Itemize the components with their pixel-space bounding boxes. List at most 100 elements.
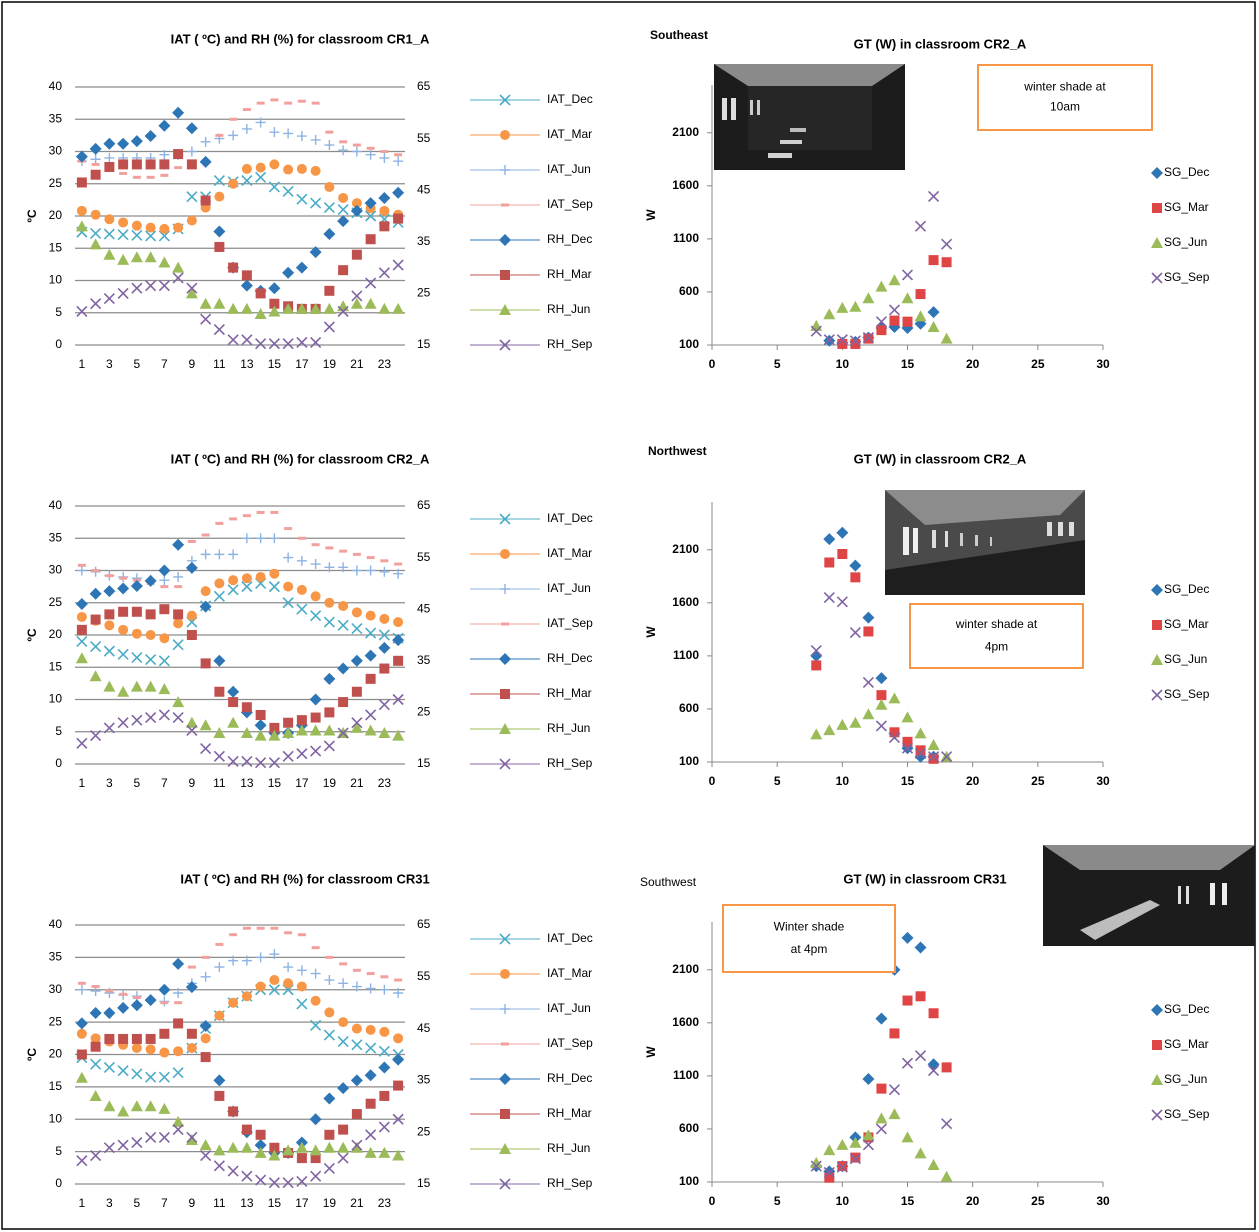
marker: [889, 1028, 899, 1038]
marker: [117, 686, 129, 697]
legend-label: RH_Dec: [547, 651, 592, 665]
x-tick-label: 19: [323, 357, 337, 371]
marker: [311, 135, 321, 145]
marker: [902, 1131, 914, 1142]
marker: [256, 172, 266, 182]
marker: [297, 715, 307, 725]
y-tick-label: 30: [49, 144, 63, 158]
marker: [310, 1144, 322, 1155]
marker: [173, 572, 183, 582]
marker: [201, 972, 211, 982]
marker: [228, 179, 238, 189]
legend-label: SG_Sep: [1164, 1107, 1210, 1121]
marker: [337, 1142, 349, 1153]
marker: [187, 630, 197, 640]
marker: [324, 286, 334, 296]
marker: [311, 198, 321, 208]
marker: [159, 224, 169, 234]
marker: [256, 533, 266, 543]
marker: [268, 282, 280, 294]
y2-tick-label: 25: [417, 1124, 431, 1138]
x-tick-label: 9: [189, 1196, 196, 1210]
marker: [324, 1007, 334, 1017]
marker: [256, 952, 266, 962]
marker: [824, 557, 834, 567]
marker: [941, 1171, 953, 1182]
marker: [117, 254, 129, 265]
marker: [323, 303, 335, 314]
marker: [91, 210, 101, 220]
marker: [836, 527, 848, 539]
marker: [132, 1138, 142, 1148]
y-tick-label: 20: [49, 627, 63, 641]
marker: [875, 281, 887, 292]
marker: [201, 586, 211, 596]
marker: [311, 969, 321, 979]
marker: [146, 609, 156, 619]
marker: [146, 1132, 156, 1142]
marker: [214, 325, 224, 335]
y-tick-label: 1100: [673, 648, 699, 662]
x-tick-label: 13: [240, 357, 254, 371]
marker: [876, 721, 886, 731]
legend-marker: [1151, 654, 1163, 665]
y-tick-label: 1100: [673, 231, 699, 245]
marker: [172, 696, 184, 707]
figure: IAT ( ºC) and RH (%) for classroom CR1_A…: [0, 0, 1259, 1232]
marker: [132, 607, 142, 617]
y-axis-label: ºC: [25, 1048, 39, 1061]
x-tick-label: 5: [774, 774, 781, 788]
marker: [214, 751, 224, 761]
marker: [837, 597, 847, 607]
marker: [77, 625, 87, 635]
x-tick-label: 21: [350, 776, 364, 790]
marker: [862, 1073, 874, 1085]
x-tick-label: 7: [161, 776, 168, 790]
marker: [158, 683, 170, 694]
marker: [269, 159, 279, 169]
y-axis-label: ºC: [25, 628, 39, 641]
marker: [132, 221, 142, 231]
marker: [282, 267, 294, 279]
marker: [392, 634, 404, 646]
marker: [173, 273, 183, 283]
marker: [213, 298, 225, 309]
marker: [269, 569, 279, 579]
marker: [77, 738, 87, 748]
annotation-box: [910, 604, 1083, 668]
marker: [104, 609, 114, 619]
marker: [323, 673, 335, 685]
x-tick-label: 13: [240, 1196, 254, 1210]
marker: [352, 624, 362, 634]
marker: [227, 1142, 239, 1153]
legend-marker: [500, 130, 510, 140]
marker: [929, 255, 939, 265]
x-tick-label: 9: [189, 357, 196, 371]
marker: [311, 1171, 321, 1181]
annotation-box: [978, 65, 1152, 130]
marker: [283, 978, 293, 988]
marker: [338, 978, 348, 988]
marker: [902, 711, 914, 722]
marker: [228, 697, 238, 707]
marker: [132, 1043, 142, 1053]
legend-label: SG_Dec: [1164, 165, 1209, 179]
y-tick-label: 2100: [672, 962, 699, 976]
y2-tick-label: 45: [417, 182, 431, 196]
marker: [323, 228, 335, 240]
marker: [366, 234, 376, 244]
marker: [187, 1043, 197, 1053]
marker: [77, 636, 87, 646]
y2-tick-label: 25: [417, 286, 431, 300]
marker: [255, 719, 267, 731]
marker: [269, 127, 279, 137]
marker: [146, 1044, 156, 1054]
marker: [146, 1072, 156, 1082]
marker: [158, 1103, 170, 1114]
chart-title: GT (W) in classroom CR2_A: [854, 36, 1027, 51]
marker: [132, 283, 142, 293]
marker: [117, 138, 129, 150]
marker: [256, 982, 266, 992]
marker: [311, 746, 321, 756]
marker: [131, 681, 143, 692]
